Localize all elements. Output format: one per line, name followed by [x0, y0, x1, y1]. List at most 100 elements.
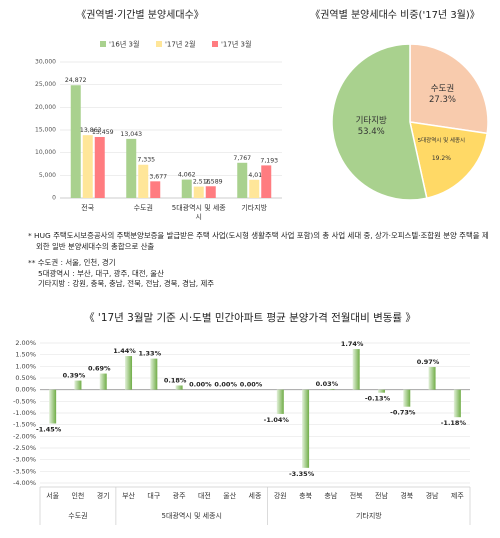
- value-label: 0.39%: [63, 372, 86, 380]
- y-tick-label: 20,000: [35, 104, 56, 111]
- y-tick-label: 0.00%: [15, 386, 36, 394]
- y-tick-label: -2.50%: [13, 444, 36, 452]
- value-label: 13,459: [92, 129, 114, 136]
- x-tick-label: 강원: [274, 491, 287, 500]
- chart-title: 《 '17년 3월말 기준 시·도별 민간아파트 평균 분양가격 전월대비 변동…: [84, 311, 416, 324]
- value-label: 0.69%: [88, 365, 111, 373]
- x-tick-label: 전남: [375, 491, 388, 500]
- bar: [70, 85, 81, 198]
- slice-label: 수도권: [430, 83, 455, 94]
- note: * HUG 주택도시보증공사의 주택분양보증을 발급받은 주택 사업(도시형 생…: [28, 231, 489, 251]
- y-tick-label: -3.50%: [13, 467, 36, 475]
- value-label: 13,043: [120, 131, 142, 138]
- value-label: 0.97%: [417, 358, 440, 366]
- legend-swatch: [100, 41, 106, 47]
- bar: [175, 385, 183, 390]
- legend-label: '16년 3월: [109, 40, 139, 49]
- y-tick-label: 1.00%: [15, 362, 36, 370]
- slice-value: 27.3%: [428, 94, 456, 105]
- note: 기타지방 : 강원, 충북, 충남, 전북, 전남, 경북, 경남, 제주: [38, 279, 215, 288]
- legend-label: '17년 2월: [165, 40, 195, 49]
- bar: [302, 389, 310, 468]
- slice-label: 기타지방: [355, 116, 387, 127]
- value-label: -0.73%: [390, 409, 416, 417]
- bar: [453, 389, 461, 418]
- x-tick-label: 전국: [81, 204, 95, 212]
- value-label: 4,012: [248, 172, 266, 179]
- pie-slice: [409, 43, 489, 135]
- y-tick-label: 15,000: [35, 127, 56, 134]
- bar: [249, 179, 260, 198]
- value-label: 1.74%: [341, 340, 364, 348]
- note: ** 수도권 : 서울, 인천, 경기: [28, 258, 116, 267]
- value-label: 1.33%: [139, 350, 162, 358]
- bar: [428, 367, 436, 390]
- legend-swatch: [212, 41, 218, 47]
- y-tick-label: -4.00%: [13, 479, 36, 487]
- bar: [99, 373, 107, 390]
- y-tick-label: -0.50%: [13, 397, 36, 405]
- y-tick-label: -3.00%: [13, 456, 36, 464]
- x-tick-label: 5대광역시 및 세종시: [171, 204, 226, 221]
- bar: [49, 389, 57, 424]
- y-tick-label: -2.00%: [13, 432, 36, 440]
- x-tick-label: 경기: [97, 491, 110, 500]
- value-label: 13,863: [80, 127, 102, 134]
- x-tick-label: 광주: [173, 492, 186, 500]
- value-label: 0.00%: [189, 381, 212, 389]
- value-label: 0.00%: [214, 381, 237, 389]
- x-tick-label: 부산: [122, 491, 135, 500]
- value-label: 0.03%: [316, 380, 339, 388]
- notes: * HUG 주택도시보증공사의 주택분양보증을 발급받은 주택 사업(도시형 생…: [28, 231, 490, 290]
- value-label: 0.00%: [240, 381, 263, 389]
- bar: [150, 358, 158, 390]
- x-tick-label: 경남: [426, 491, 439, 500]
- x-tick-label: 울산: [223, 491, 236, 500]
- bar: [138, 164, 149, 198]
- value-label: 7,335: [137, 157, 155, 164]
- bar: [126, 138, 137, 198]
- legend-label: '17년 3월: [221, 40, 251, 49]
- y-tick-label: 0.50%: [15, 374, 36, 382]
- bar: [125, 356, 133, 390]
- x-tick-label: 충북: [299, 491, 312, 500]
- value-label: 7,193: [260, 157, 278, 164]
- y-tick-label: -1.50%: [13, 421, 36, 429]
- y-tick-label: 25,000: [35, 81, 56, 88]
- bar: [150, 181, 161, 198]
- value-label: -3.35%: [289, 470, 315, 478]
- bar: [193, 186, 204, 198]
- value-label: 3,677: [149, 173, 167, 180]
- y-tick-label: -1.00%: [13, 409, 36, 417]
- y-tick-label: 5,000: [39, 172, 56, 179]
- value-label: -1.04%: [264, 416, 290, 424]
- value-label: 24,872: [65, 77, 87, 84]
- x-tick-label: 수도권: [133, 204, 153, 212]
- bar: [205, 186, 216, 198]
- pie-slice: [409, 121, 489, 200]
- bar: [403, 389, 411, 407]
- note: 5대광역시 : 부산, 대구, 광주, 대전, 울산: [38, 268, 164, 278]
- value-label: 0.18%: [164, 376, 187, 384]
- x-tick-label: 경북: [400, 491, 413, 500]
- y-tick-label: 10,000: [35, 149, 56, 156]
- y-tick-label: 0: [52, 195, 56, 202]
- value-label: 1.44%: [113, 347, 136, 355]
- bar: [276, 389, 284, 414]
- value-label: -1.18%: [441, 419, 467, 427]
- slice-value: 53.4%: [357, 127, 385, 138]
- y-tick-label: 1.50%: [15, 351, 36, 359]
- value-label: 7,767: [233, 155, 251, 162]
- x-tick-label: 전북: [350, 491, 363, 500]
- value-label: 2,516: [193, 179, 211, 186]
- group-label: 기타지방: [356, 511, 382, 520]
- value-label: 2,589: [205, 178, 223, 185]
- value-label: -1.45%: [36, 426, 62, 434]
- bar: [74, 380, 82, 390]
- bar: [352, 349, 360, 390]
- bar: [377, 389, 385, 393]
- pie-slice: [331, 43, 428, 201]
- y-tick-label: 30,000: [35, 59, 56, 66]
